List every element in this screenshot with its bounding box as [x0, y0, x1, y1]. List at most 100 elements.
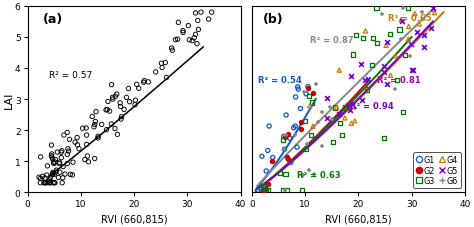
Point — [131, 104, 139, 107]
Text: (b): (b) — [263, 12, 283, 25]
Text: R² = 0.87: R² = 0.87 — [310, 35, 354, 44]
Point — [52, 158, 59, 162]
Point — [184, 25, 192, 28]
Point — [91, 120, 99, 124]
Point — [351, 119, 358, 123]
Point — [393, 79, 401, 82]
Point — [365, 78, 372, 81]
Point — [48, 153, 55, 156]
Point — [123, 96, 130, 100]
Point — [420, 34, 428, 37]
Point — [185, 39, 193, 42]
Point — [398, 20, 405, 24]
Point — [373, 7, 380, 10]
Point — [337, 122, 344, 126]
Point — [404, 7, 412, 10]
Point — [117, 105, 124, 109]
Point — [135, 87, 143, 91]
Point — [90, 125, 98, 129]
Point — [50, 173, 58, 177]
Point — [49, 172, 56, 176]
Point — [280, 148, 288, 151]
Point — [65, 150, 73, 153]
Point — [98, 123, 106, 127]
Point — [341, 116, 349, 120]
Point — [291, 134, 298, 137]
Point — [118, 115, 125, 119]
Point — [83, 155, 91, 158]
Point — [264, 149, 272, 153]
Point — [319, 111, 326, 115]
Point — [189, 40, 196, 43]
Point — [104, 100, 112, 104]
Point — [195, 28, 202, 32]
Point — [89, 115, 96, 119]
Point — [108, 83, 115, 87]
Point — [302, 93, 310, 96]
Point — [324, 97, 331, 101]
X-axis label: RVI (660,815): RVI (660,815) — [325, 214, 392, 224]
Point — [397, 38, 404, 42]
Point — [380, 71, 388, 75]
Point — [83, 143, 91, 147]
Point — [284, 132, 292, 136]
Point — [91, 123, 99, 127]
Point — [106, 110, 113, 114]
Point — [43, 173, 51, 177]
Point — [261, 188, 268, 191]
Point — [46, 178, 54, 182]
Point — [401, 54, 409, 57]
Point — [305, 95, 312, 98]
Point — [125, 87, 132, 91]
Point — [64, 147, 72, 151]
Point — [427, 27, 435, 30]
Point — [298, 121, 305, 124]
Point — [331, 106, 338, 110]
Point — [56, 161, 64, 164]
Point — [109, 98, 117, 101]
Point — [58, 181, 66, 185]
Point — [407, 42, 414, 46]
Point — [41, 181, 48, 185]
Text: (a): (a) — [43, 12, 63, 25]
Point — [409, 69, 417, 73]
Point — [369, 37, 377, 40]
Point — [113, 93, 120, 96]
Point — [145, 81, 152, 84]
Point — [162, 62, 169, 65]
Point — [303, 143, 311, 146]
Point — [126, 101, 134, 104]
Point — [50, 181, 58, 185]
Point — [352, 34, 359, 38]
Point — [357, 63, 365, 67]
Point — [301, 90, 308, 94]
Point — [281, 148, 288, 151]
Point — [49, 158, 56, 161]
Point — [280, 135, 288, 139]
Point — [158, 62, 165, 66]
Point — [380, 65, 388, 69]
Point — [335, 112, 343, 116]
Point — [59, 165, 67, 169]
Point — [383, 42, 391, 45]
Text: R² = 0.54: R² = 0.54 — [258, 76, 302, 85]
Point — [69, 161, 77, 164]
Point — [264, 189, 271, 192]
Point — [299, 173, 306, 177]
Point — [347, 122, 355, 126]
Text: R² = 0.81: R² = 0.81 — [377, 76, 420, 85]
Point — [430, 7, 438, 10]
Point — [46, 181, 54, 185]
Point — [120, 108, 128, 112]
Point — [338, 134, 346, 138]
Point — [351, 107, 358, 111]
Point — [111, 95, 119, 99]
Point — [298, 189, 306, 192]
Point — [85, 160, 92, 164]
Point — [387, 74, 394, 78]
Point — [79, 127, 86, 131]
Point — [279, 189, 287, 192]
Point — [413, 31, 420, 34]
Point — [168, 47, 175, 51]
Point — [103, 108, 111, 112]
